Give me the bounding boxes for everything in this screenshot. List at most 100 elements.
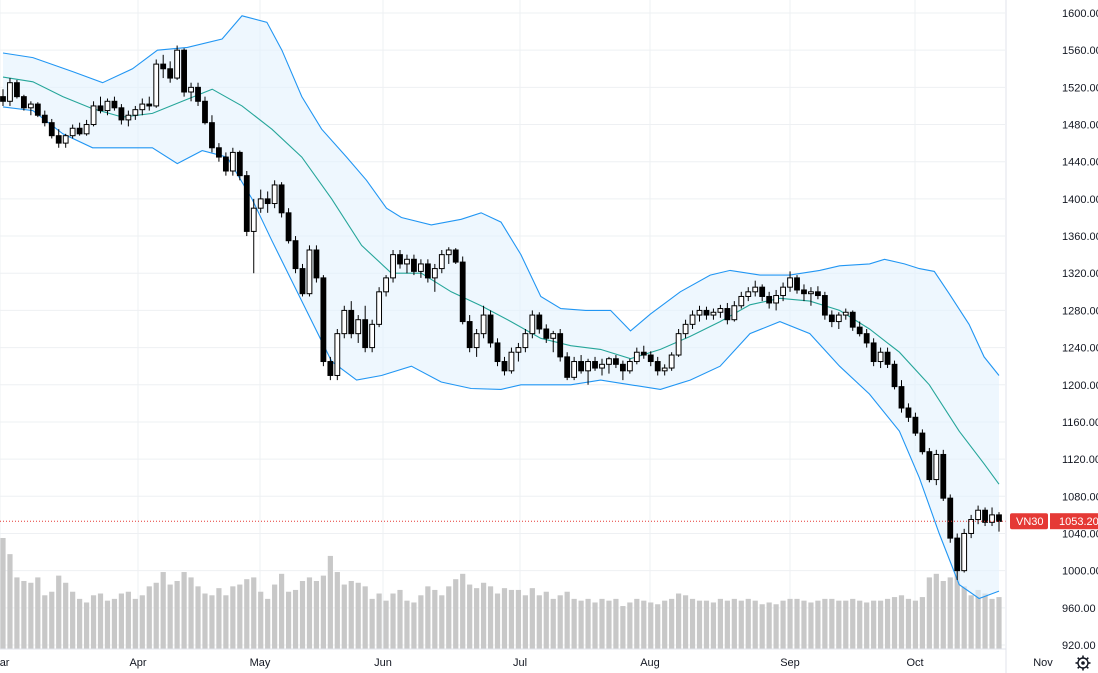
volume-bar <box>627 602 633 649</box>
last-price-label: 1053.20 <box>1059 516 1098 528</box>
candle <box>738 291 745 309</box>
volume-bar <box>418 595 424 649</box>
volume-bar <box>14 577 20 649</box>
candle <box>313 245 320 283</box>
volume-bar <box>439 595 445 649</box>
symbol-tag-bg <box>1010 513 1048 530</box>
volume-bar <box>669 598 675 649</box>
candle <box>111 96 118 111</box>
volume-bar <box>411 602 417 649</box>
candle-body <box>675 333 682 356</box>
candle-body <box>0 96 6 102</box>
volume-bar <box>543 591 549 649</box>
volume-bar <box>731 598 737 649</box>
volume-bar <box>237 584 243 649</box>
candle-body <box>397 254 403 265</box>
candle-body <box>891 363 898 388</box>
candle <box>48 118 55 139</box>
volume-bar <box>808 602 814 649</box>
candle-body <box>752 286 759 293</box>
time-axis[interactable]: Mar Apr May Jun Jul Aug Sep Oct Nov <box>0 648 1053 669</box>
volume-bar <box>425 586 431 649</box>
volume-bar <box>28 582 34 649</box>
volume-bar <box>620 606 626 649</box>
price-tick-label: 1280.00 <box>1062 305 1098 317</box>
candle <box>431 263 438 292</box>
volume-bar <box>0 538 6 649</box>
time-tick-label: Aug <box>640 657 660 669</box>
candle-body <box>473 333 480 349</box>
candle <box>794 275 800 294</box>
candle <box>947 494 954 543</box>
volume-bar <box>710 602 717 649</box>
volume-bar <box>738 600 744 649</box>
price-tick-label: 1600.00 <box>1062 8 1098 20</box>
candle-body <box>181 49 187 93</box>
candle <box>661 364 668 376</box>
candle <box>752 280 759 297</box>
volume-bar <box>383 600 389 649</box>
volume-bar <box>369 598 375 649</box>
volume-bar <box>801 600 807 649</box>
candle <box>195 82 201 106</box>
candle-body <box>515 347 522 353</box>
volume-bar <box>759 604 765 649</box>
candle-body <box>975 509 982 521</box>
candle-body <box>787 277 793 288</box>
price-tick-label: 1040.00 <box>1062 528 1098 540</box>
candle <box>341 305 348 339</box>
candle <box>285 208 292 244</box>
candle <box>243 171 250 237</box>
candle <box>257 189 264 213</box>
candle <box>961 528 968 573</box>
time-tick-label: Jul <box>513 657 527 669</box>
volume-bar <box>975 589 981 649</box>
candle-body <box>633 351 640 363</box>
candle <box>654 356 661 376</box>
candle-body <box>870 342 877 363</box>
volume-bar <box>676 593 682 649</box>
candle <box>69 124 76 139</box>
candle-body <box>989 514 995 523</box>
candle-body <box>299 268 306 295</box>
volume-bar <box>961 586 967 649</box>
volume-bar <box>787 598 793 649</box>
candle <box>522 329 529 353</box>
candle <box>229 147 236 176</box>
bollinger-band-fill <box>3 15 999 599</box>
volume-bar <box>515 589 522 649</box>
gear-icon[interactable] <box>1075 655 1091 671</box>
candle-body <box>905 407 912 418</box>
candle-body <box>522 333 529 349</box>
candle <box>20 94 27 111</box>
price-tag-bg <box>1050 513 1098 530</box>
volume-bar <box>104 600 111 649</box>
volume-bar <box>912 600 919 649</box>
volume-bar <box>404 600 410 649</box>
price-axis[interactable]: 1600.00 1560.00 1520.00 1480.00 1440.00 1400.… <box>1005 0 1098 673</box>
candle-body <box>202 100 208 124</box>
candle-body <box>849 311 856 328</box>
volume-bar <box>348 580 354 649</box>
volume-bar <box>230 586 236 649</box>
candle <box>55 129 62 148</box>
candle-body <box>34 103 41 116</box>
candle-body <box>41 114 48 124</box>
volume-bar <box>355 582 361 649</box>
volume-bar <box>139 595 145 649</box>
volume-bar <box>501 588 508 649</box>
volume-bar <box>954 566 960 649</box>
candle <box>536 312 543 334</box>
gear-icon-tooth <box>1077 665 1081 669</box>
candle <box>209 115 215 153</box>
candle <box>543 324 550 343</box>
candle <box>968 514 975 539</box>
candle-body <box>626 361 633 372</box>
candle <box>174 45 181 80</box>
price-axis-bg <box>1006 0 1098 673</box>
candle-body <box>404 258 410 265</box>
candle-body <box>306 249 313 295</box>
volume-bar <box>167 584 173 649</box>
candle <box>466 315 473 353</box>
